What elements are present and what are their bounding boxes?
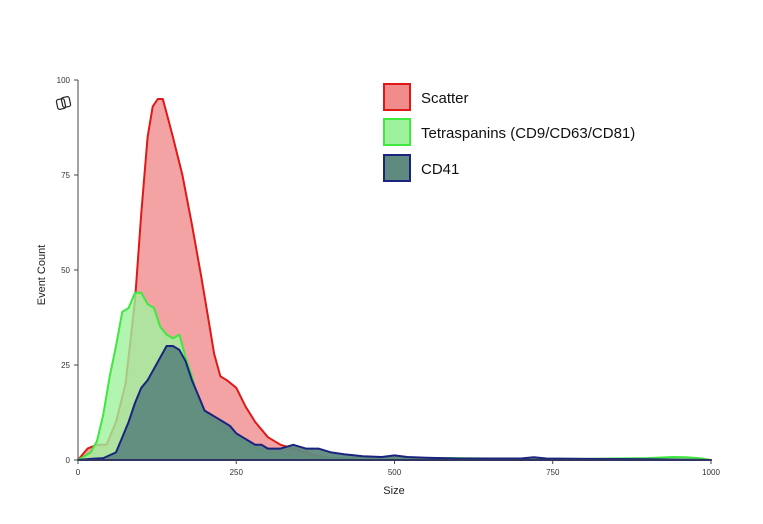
plot-areas: [77, 98, 712, 461]
y-axis-label: Event Count: [36, 245, 48, 306]
legend-label-cd41: CD41: [421, 161, 459, 178]
legend-label-scatter: Scatter: [421, 90, 469, 107]
y-tick-label: 100: [57, 76, 71, 85]
legend-swatch-scatter: [383, 83, 411, 111]
x-tick-label: 750: [546, 468, 560, 477]
y-tick-label: 75: [61, 171, 70, 180]
x-ticks: 0 250 500 750 1000: [76, 460, 720, 477]
legend-label-tetraspanins: Tetraspanins (CD9/CD63/CD81): [421, 125, 635, 142]
legend: Scatter Tetraspanins (CD9/CD63/CD81) CD4…: [383, 83, 635, 182]
x-tick-label: 500: [388, 468, 402, 477]
y-tick-label: 50: [61, 266, 70, 275]
y-ticks: 0 25 50 75 100: [57, 76, 78, 465]
y-tick-label: 0: [66, 456, 71, 465]
copy-icon[interactable]: [55, 96, 72, 110]
legend-swatch-cd41: [383, 154, 411, 182]
y-tick-label: 25: [61, 361, 70, 370]
series-area-cd41: [77, 345, 712, 461]
x-tick-label: 0: [76, 468, 81, 477]
x-tick-label: 1000: [702, 468, 720, 477]
x-tick-label: 250: [230, 468, 244, 477]
legend-swatch-tetraspanins: [383, 118, 411, 146]
x-axis-label: Size: [383, 485, 404, 497]
